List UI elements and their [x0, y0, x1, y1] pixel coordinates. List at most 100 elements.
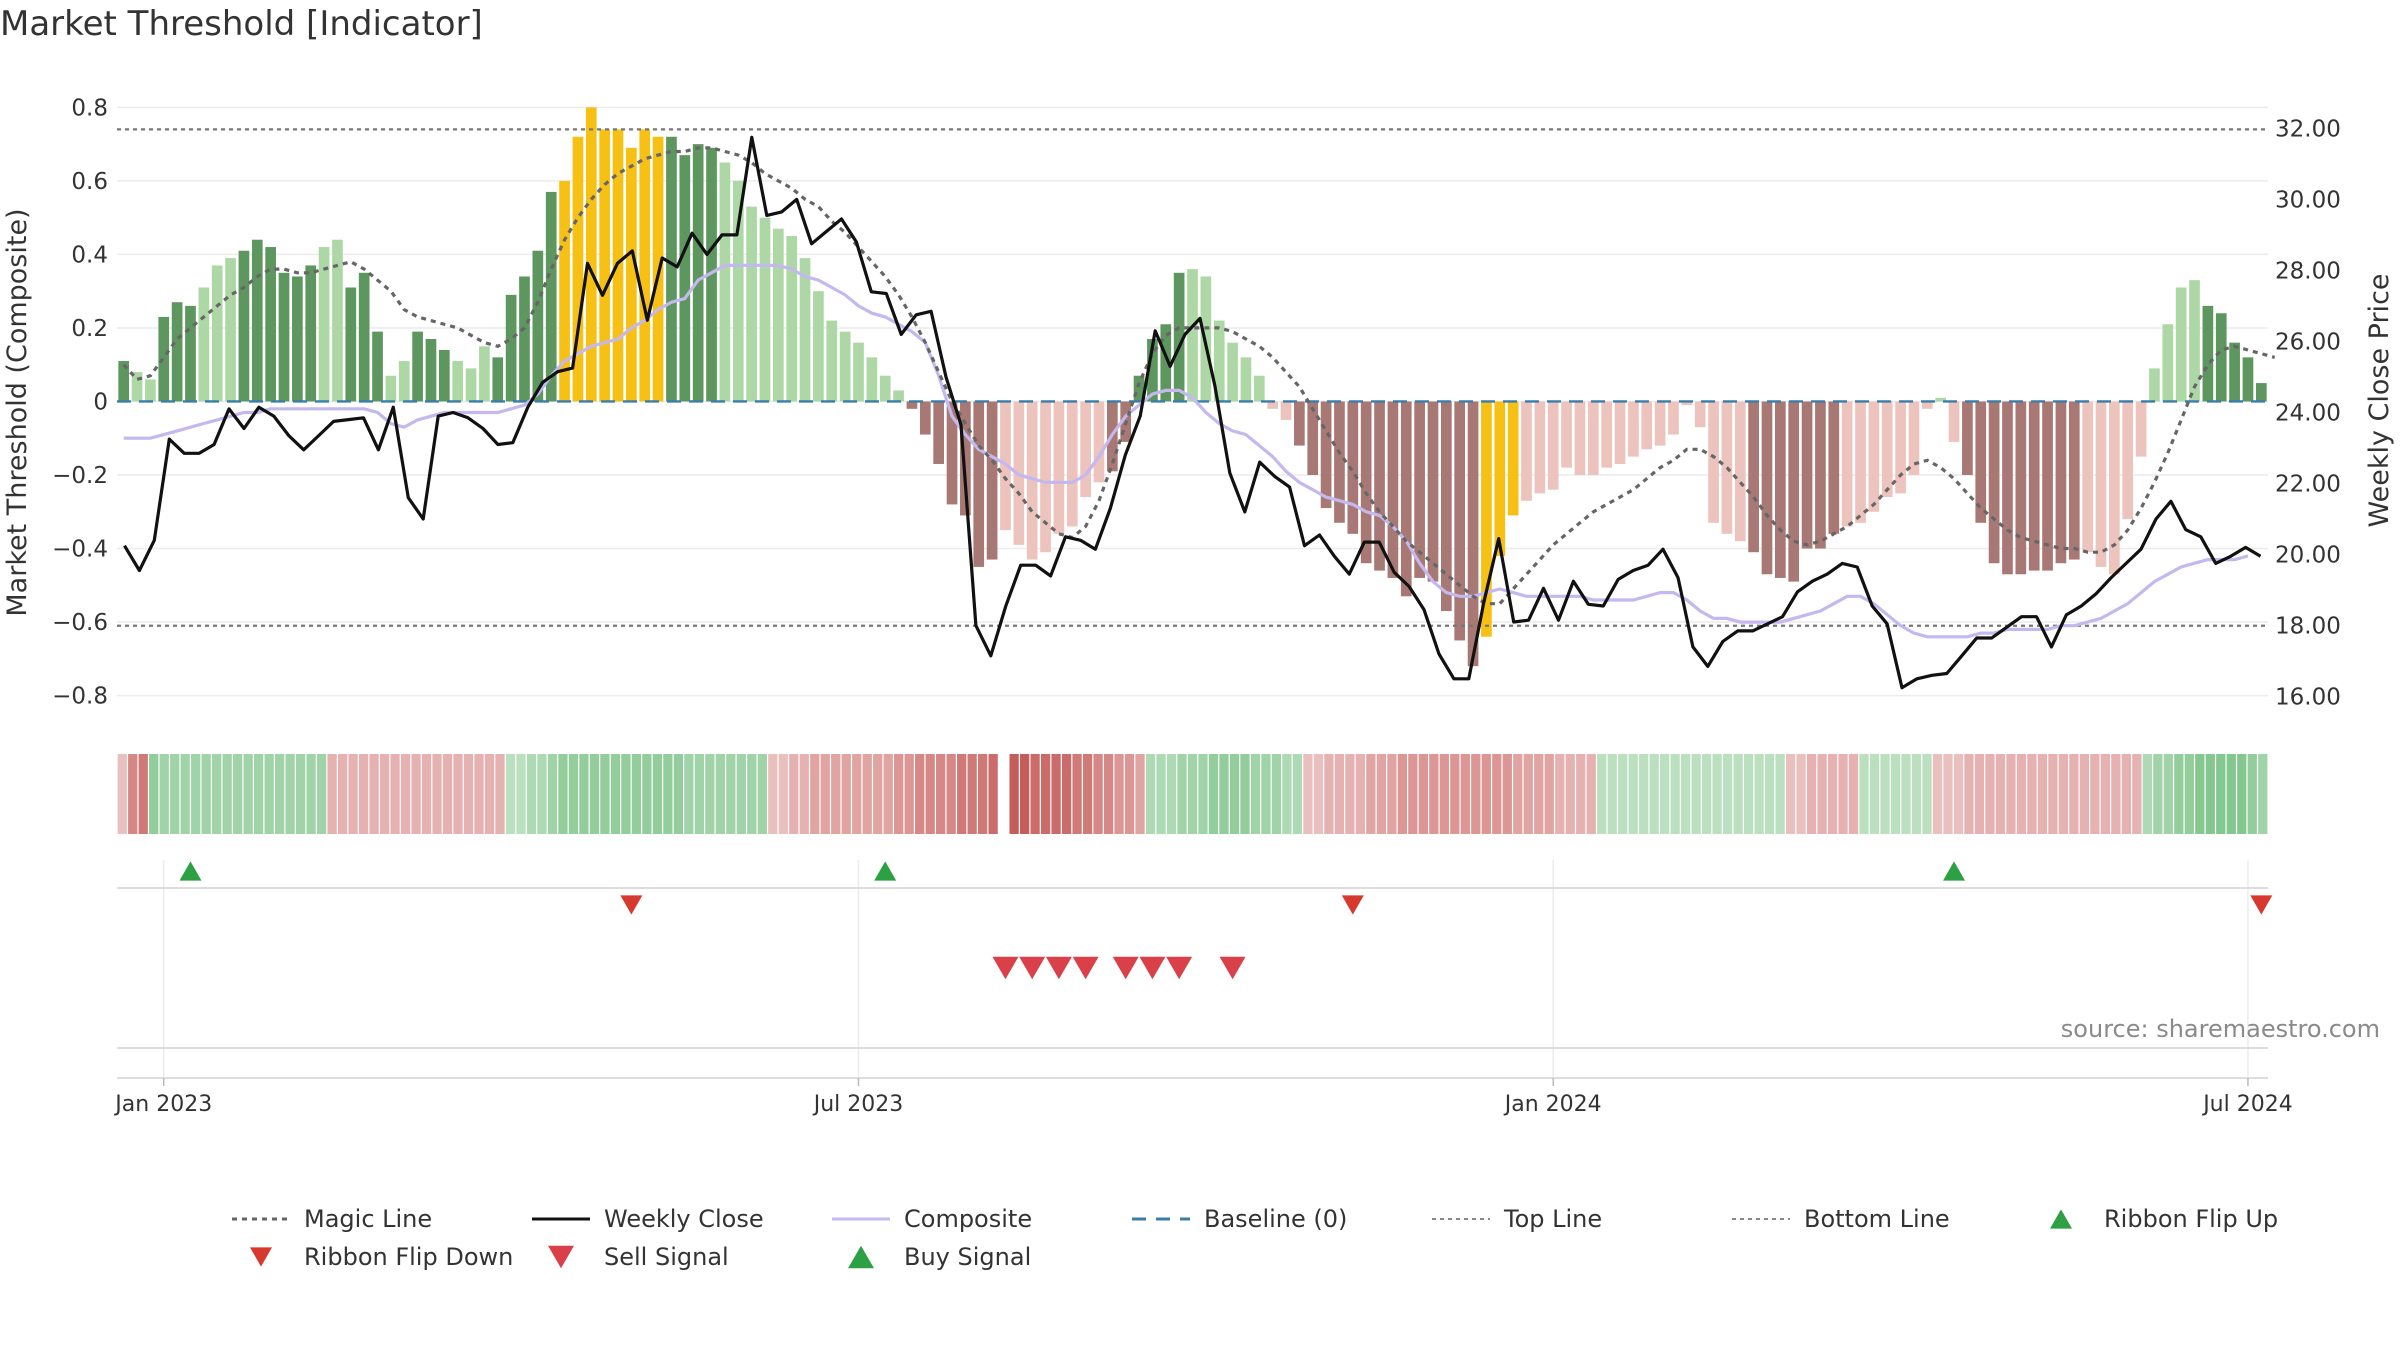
- ribbon-cell: [2058, 754, 2069, 834]
- composite-bar: [1921, 401, 1933, 409]
- ribbon-cell: [1397, 754, 1407, 834]
- ribbon-cell: [2258, 754, 2268, 834]
- ribbon-cell: [264, 754, 274, 834]
- composite-bar: [1280, 401, 1292, 420]
- ribbon-cell: [2111, 754, 2121, 834]
- ribbon-cell: [820, 754, 830, 834]
- y-tick-label: −0.8: [52, 684, 108, 710]
- ribbon-cell: [1408, 754, 1418, 834]
- ribbon-cell: [1607, 754, 1617, 834]
- ribbon-cell: [705, 754, 715, 834]
- ribbon-cell: [274, 754, 285, 834]
- ribbon-cell: [684, 754, 694, 834]
- composite-bar: [1160, 324, 1172, 402]
- ribbon-cell: [1324, 754, 1334, 834]
- composite-bar: [1414, 401, 1425, 578]
- ribbon-cell: [1880, 754, 1890, 834]
- ribbon-cell: [1827, 754, 1838, 834]
- composite-bar: [906, 401, 918, 409]
- legend-label: Magic Line: [304, 1205, 433, 1233]
- composite-bar: [1253, 375, 1265, 402]
- composite-bar: [1521, 401, 1532, 501]
- composite-bar: [1815, 401, 1826, 549]
- legend-item: Magic Line: [230, 1204, 530, 1234]
- ribbon-cell: [1922, 754, 1932, 834]
- composite-bar: [1935, 397, 1947, 402]
- ribbon-cell: [2079, 754, 2090, 834]
- ribbon-cell: [1334, 754, 1345, 834]
- composite-bar: [1775, 401, 1786, 578]
- ribbon-cell: [432, 754, 442, 834]
- composite-bar: [2149, 368, 2160, 402]
- ribbon-cell: [810, 754, 820, 834]
- ribbon-cell: [1555, 754, 1565, 834]
- ribbon-cell: [1775, 754, 1785, 834]
- composite-bar: [1040, 401, 1051, 553]
- ribbon-cell: [1806, 754, 1817, 834]
- ribbon-cell: [988, 754, 998, 834]
- composite-bar: [519, 276, 530, 402]
- composite-bar: [1427, 401, 1439, 582]
- composite-bar: [372, 331, 383, 402]
- ribbon-cell: [1492, 754, 1502, 834]
- ribbon-cell: [610, 754, 621, 834]
- composite-bar: [1026, 401, 1038, 560]
- composite-bar: [452, 361, 464, 402]
- composite-bar: [198, 287, 210, 402]
- ribbon-cell: [2006, 754, 2016, 834]
- ribbon-cell: [568, 754, 579, 834]
- ribbon-cell: [159, 754, 169, 834]
- ribbon-cell: [1660, 754, 1670, 834]
- composite-bar: [1441, 401, 1452, 612]
- ribbon-cell: [348, 754, 358, 834]
- composite-bar: [2202, 305, 2214, 402]
- ribbon-cell: [358, 754, 369, 834]
- composite-bar: [1227, 342, 1238, 402]
- composite-bar: [1240, 357, 1252, 402]
- ribbon-cell: [337, 754, 348, 834]
- composite-bar: [786, 236, 798, 402]
- composite-bar: [1601, 401, 1613, 468]
- series-lines: [117, 128, 2276, 690]
- ribbon-cell: [1628, 754, 1638, 834]
- legend: Magic Line Weekly Close Composite Baseline …: [230, 1200, 2380, 1276]
- ribbon-cell: [2205, 754, 2215, 834]
- composite-bar: [666, 136, 677, 402]
- x-tick-label: Jul 2023: [812, 1092, 904, 1117]
- y2-tick-label: 32.00: [2275, 116, 2341, 142]
- ribbon-cell: [180, 754, 190, 834]
- y-tick-label: 0.4: [71, 242, 108, 268]
- legend-label: Buy Signal: [904, 1243, 1032, 1271]
- composite-bar: [1895, 401, 1906, 494]
- grid-lines: [117, 106, 2268, 697]
- ribbon-cell: [2216, 754, 2226, 834]
- axes: 0.8 0.6 0.4 0.2 0 −0.2 −0.4 −0.6 −0.8 32.00 30.00 2…: [2, 95, 2395, 710]
- ribbon-cell: [642, 754, 652, 834]
- ribbon-cell: [1061, 754, 1072, 834]
- composite-bar: [1374, 401, 1385, 571]
- ribbon-cell: [1712, 754, 1722, 834]
- ribbon-cell: [726, 754, 736, 834]
- composite-bar: [1400, 401, 1412, 597]
- composite-bar: [145, 379, 156, 402]
- composite-bar: [1507, 401, 1519, 516]
- legend-item: Weekly Close: [530, 1204, 830, 1234]
- ribbon-cell: [621, 754, 631, 834]
- ribbon-cell: [894, 754, 904, 834]
- ribbon-cell: [1366, 754, 1376, 834]
- legend-label: Top Line: [1504, 1205, 1603, 1233]
- ribbon-cell: [484, 754, 495, 834]
- y2-axis-label: Weekly Close Price: [2364, 273, 2395, 527]
- y-tick-label: −0.2: [52, 463, 108, 489]
- ribbon-cell: [421, 754, 432, 834]
- composite-bar: [946, 401, 958, 505]
- ribbon-cell: [442, 754, 453, 834]
- ribbon-cell: [673, 754, 684, 834]
- ribbon-cell: [1303, 754, 1313, 834]
- composite-bar: [2068, 401, 2080, 560]
- ribbon-cell: [149, 754, 159, 834]
- ribbon-cell: [1513, 754, 1523, 834]
- composite-bars: [118, 107, 2267, 667]
- ribbon-cell: [1502, 754, 1512, 834]
- legend-item: Bottom Line: [1730, 1204, 2030, 1234]
